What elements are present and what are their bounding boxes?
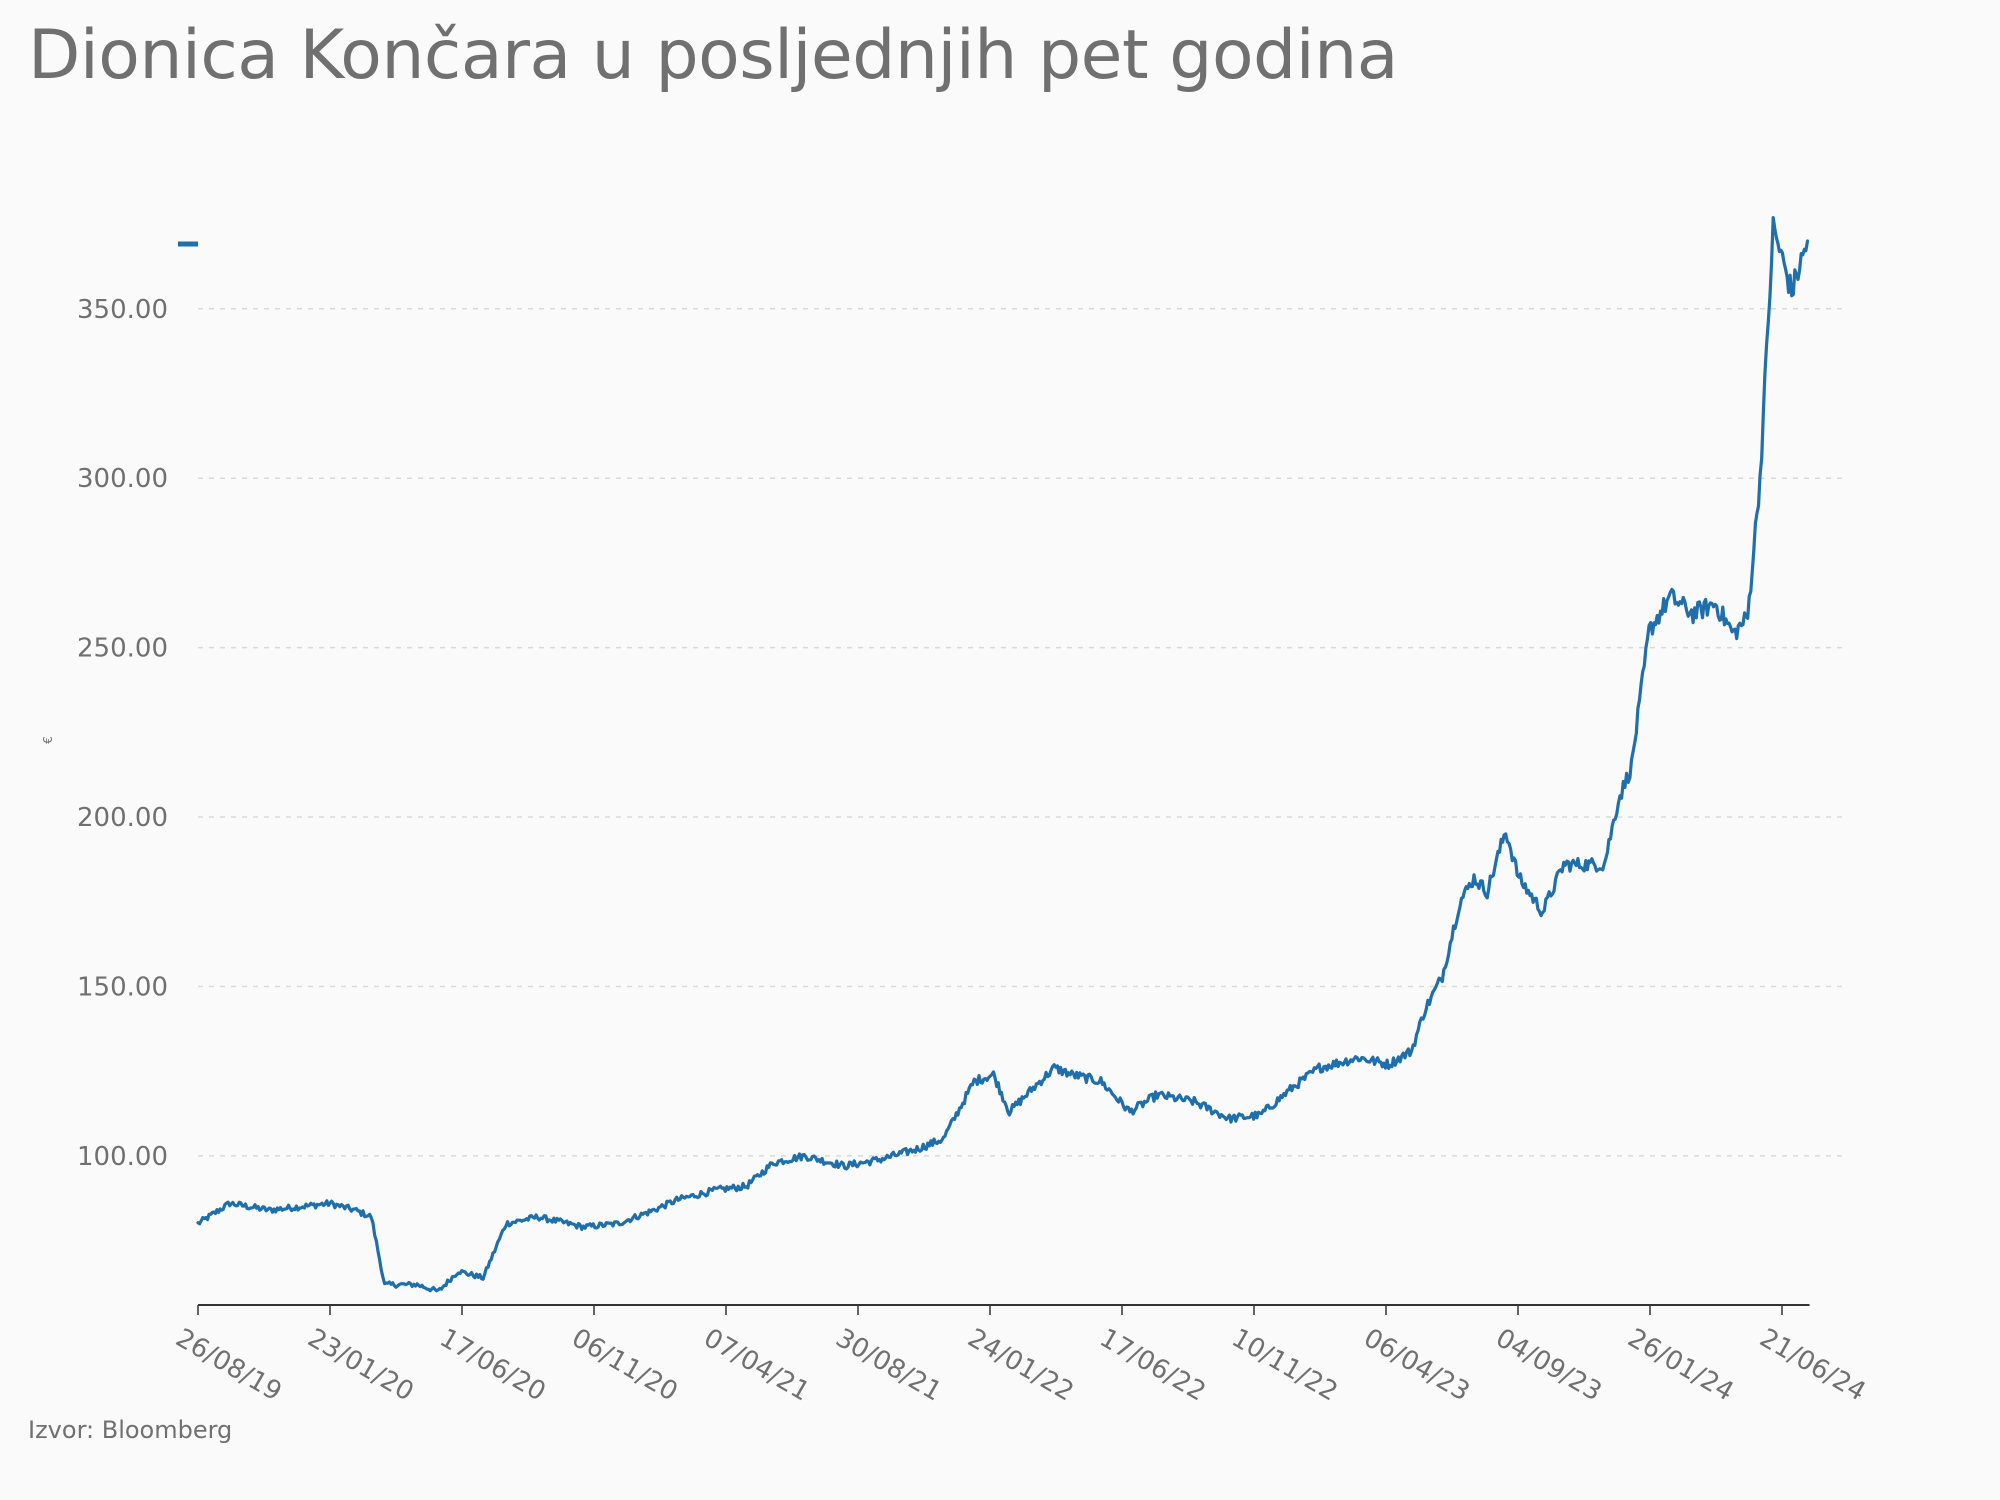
x-tick-label: 17/06/20 — [435, 1323, 551, 1407]
price-line — [196, 216, 1810, 1293]
x-tick-label: 06/11/20 — [567, 1323, 683, 1407]
y-tick-label: 200.00 — [77, 803, 168, 833]
x-tick-label: 04/09/23 — [1491, 1323, 1607, 1407]
x-tick-label: 23/01/20 — [303, 1323, 419, 1407]
x-tick-label: 10/11/22 — [1227, 1323, 1343, 1407]
y-tick-label: 300.00 — [77, 464, 168, 494]
x-tick-label: 26/08/19 — [171, 1323, 287, 1407]
x-tick-label: 21/06/24 — [1755, 1323, 1871, 1407]
x-tick-label: 30/08/21 — [831, 1323, 947, 1407]
source-note: Izvor: Bloomberg — [28, 1416, 233, 1444]
y-tick-label: 350.00 — [77, 295, 168, 325]
y-tick-label: 150.00 — [77, 972, 168, 1002]
series-layer — [196, 216, 1810, 1293]
y-tick-label: 100.00 — [77, 1142, 168, 1172]
chart-title: Dionica Končara u posljednjih pet godina — [28, 16, 1398, 95]
gridlines — [198, 308, 1844, 1157]
y-tick-label: 250.00 — [77, 634, 168, 664]
x-tick-label: 26/01/24 — [1623, 1323, 1739, 1407]
x-tick-label: 17/06/22 — [1095, 1323, 1211, 1407]
y-axis-label: € — [41, 736, 55, 744]
x-tick-label: 07/04/21 — [699, 1323, 815, 1407]
x-tick-label: 24/01/22 — [963, 1323, 1079, 1407]
x-tick-label: 06/04/23 — [1359, 1323, 1475, 1407]
axis-ticks: 100.00 150.00 200.00 250.00 300.00 350.00 26/0… — [77, 295, 1871, 1408]
